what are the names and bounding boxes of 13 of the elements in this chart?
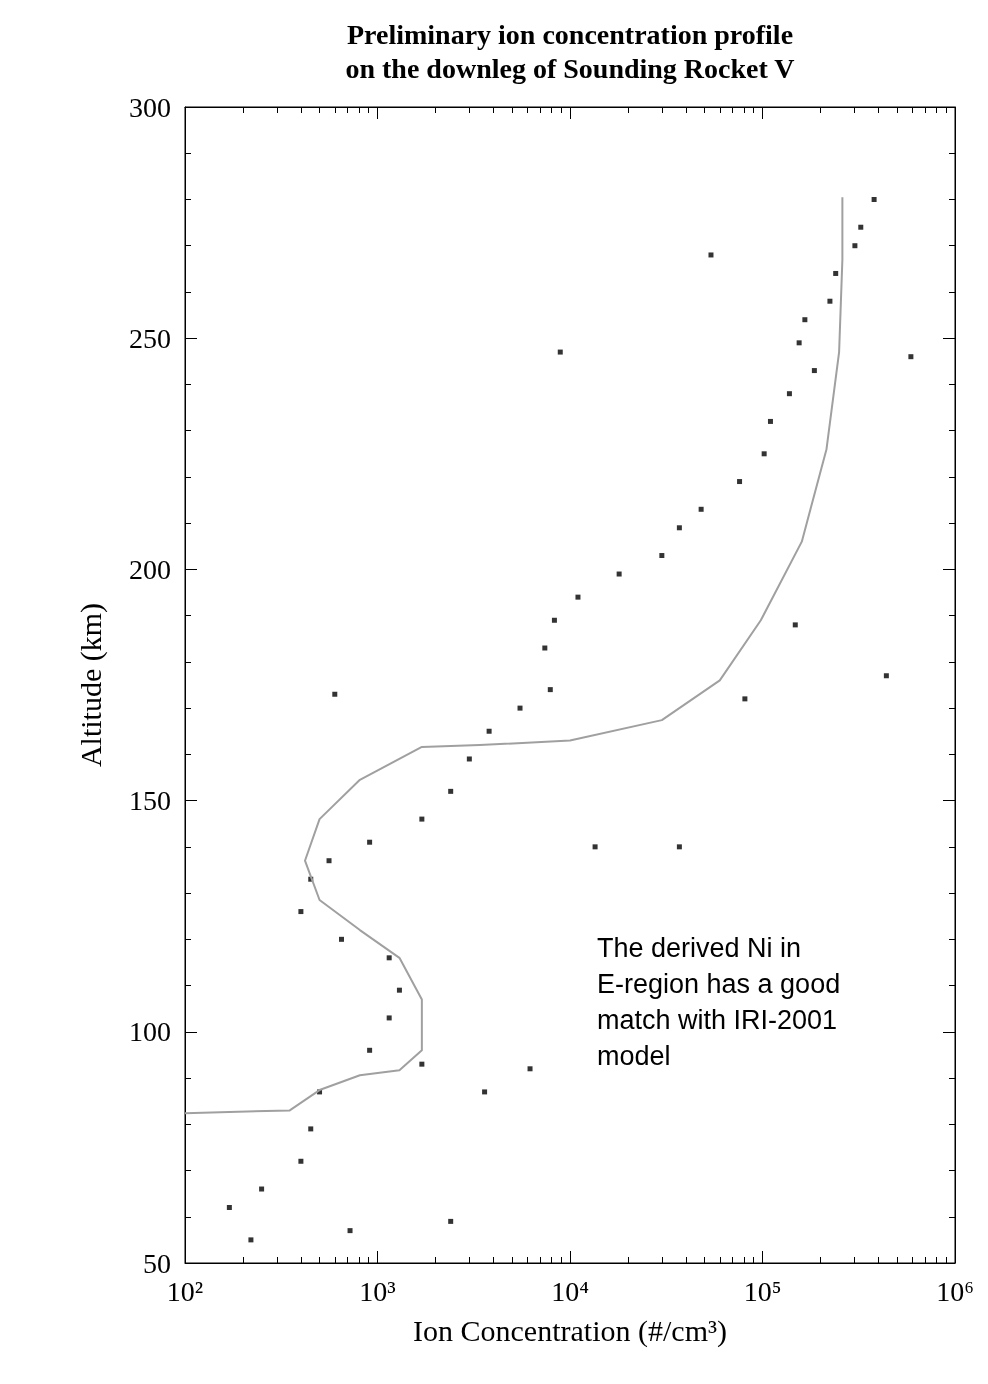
- x-tick-label: 10⁴: [551, 1275, 589, 1307]
- y-tick-label: 200: [129, 553, 171, 585]
- y-tick-label: 300: [129, 91, 171, 123]
- x-tick-label: 10³: [359, 1275, 396, 1307]
- annotation: The derived Ni in E-region has a good match with IRI-2001 model: [597, 933, 848, 1071]
- chart-title: Preliminary ion concentration profile on the downleg of Sounding Rocket V: [345, 18, 795, 84]
- y-tick-label: 150: [129, 785, 171, 817]
- y-axis-title: Altitude (km): [73, 602, 108, 768]
- x-tick-label: 10⁵: [743, 1275, 782, 1307]
- x-tick-label: 10⁶: [936, 1275, 974, 1307]
- y-tick-label: 250: [129, 322, 171, 354]
- y-tick-label: 100: [129, 1016, 171, 1048]
- x-axis-title: Ion Concentration (#/cm³): [413, 1313, 727, 1348]
